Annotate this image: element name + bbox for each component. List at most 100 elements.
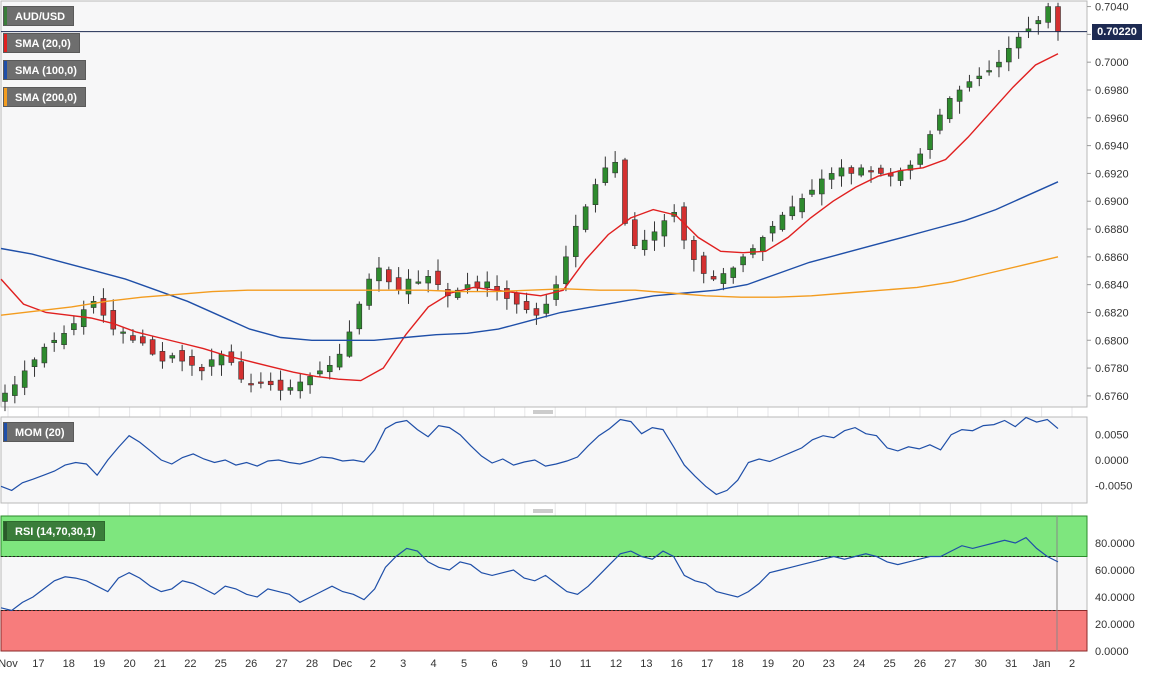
x-tick-label: 20 — [792, 658, 804, 670]
panel-backgrounds — [0, 0, 1088, 652]
x-tick-label: 13 — [640, 658, 652, 670]
candle-body — [110, 310, 117, 330]
x-tick-label: 12 — [610, 658, 622, 670]
rsi-tick-label: 60.0000 — [1095, 565, 1135, 577]
candle-body — [100, 298, 107, 316]
x-tick-label: 2 — [1069, 658, 1075, 670]
candle-body — [169, 355, 176, 359]
candle-body — [582, 206, 589, 230]
price-tick-label: 0.6960 — [1095, 113, 1129, 125]
sma-line-200 — [0, 53, 1059, 382]
x-tick-label: Jan — [1033, 658, 1051, 670]
legend-swatch — [4, 522, 7, 540]
candle-body — [405, 278, 412, 295]
momentum-tick-label: -0.0050 — [1095, 480, 1132, 492]
legend-rsi[interactable]: RSI (14,70,30,1) — [3, 521, 105, 541]
x-tick-label: 31 — [1005, 658, 1017, 670]
rsi-line — [0, 536, 1059, 612]
candle-body — [691, 240, 697, 260]
candle-body — [51, 339, 58, 343]
candle-body — [366, 278, 372, 306]
x-tick-label: 27 — [944, 658, 956, 670]
candle-body — [238, 361, 244, 380]
candle-body — [1055, 6, 1061, 32]
candle-body — [218, 353, 225, 366]
candle-body — [199, 366, 205, 372]
legend-swatch — [4, 34, 7, 52]
candle-body — [208, 359, 215, 367]
legend-sma-20[interactable]: SMA (20,0) — [3, 33, 80, 53]
candle-body — [504, 288, 510, 299]
x-tick-label: 28 — [306, 658, 318, 670]
x-tick-label: 25 — [883, 658, 895, 670]
candle-body — [346, 331, 353, 357]
x-axis-labels: Nov 17 18 19 20 21 22 25 26 27 28 Dec 2 3 4 5 6 9 10 11 12 13… — [0, 658, 1075, 670]
candle-body — [789, 206, 796, 217]
rsi-tick-label: 20.0000 — [1095, 619, 1135, 631]
legend-aud-usd[interactable]: AUD/USD — [3, 6, 75, 26]
legend-swatch — [4, 7, 7, 25]
candle-body — [41, 346, 48, 364]
sma-line-1000 — [0, 181, 1059, 341]
candle-body — [838, 167, 845, 177]
candle-body — [622, 159, 628, 224]
candle-body — [425, 276, 431, 284]
price-tick-label: 0.7040 — [1095, 2, 1129, 14]
candle-body — [759, 237, 766, 252]
candle-body — [730, 267, 737, 278]
legend-swatch — [4, 423, 7, 441]
candle-body — [592, 184, 599, 205]
legend-label: SMA (20,0) — [15, 38, 71, 50]
candle-body — [946, 98, 953, 120]
candle-body — [336, 353, 343, 368]
x-tick-label: 30 — [975, 658, 987, 670]
x-tick-label: Nov — [0, 658, 18, 670]
legend-label: SMA (200,0) — [15, 92, 77, 104]
rsi-oversold-zone — [0, 610, 1088, 652]
x-tick-label: 6 — [491, 658, 497, 670]
legend-label: MOM (20) — [15, 427, 65, 439]
candle-body — [572, 225, 579, 257]
rsi-tick-label: 0.0000 — [1095, 646, 1129, 658]
candle-body — [966, 81, 973, 88]
price-tick-label: 0.6760 — [1095, 391, 1129, 403]
x-tick-label: 23 — [823, 658, 835, 670]
legend-sma-200[interactable]: SMA (200,0) — [3, 87, 86, 107]
candle-body — [317, 370, 323, 375]
candle-body — [956, 89, 963, 102]
candle-body — [149, 339, 156, 355]
rsi-tick-label: 40.0000 — [1095, 592, 1135, 604]
x-tick-label: Dec — [333, 658, 353, 670]
candle-body — [828, 173, 835, 180]
candle-body — [21, 370, 28, 388]
x-tick-label: 4 — [431, 658, 437, 670]
candle-body — [848, 167, 855, 174]
current-price-badge: 0.70220 — [1092, 24, 1142, 40]
x-tick-label: 3 — [400, 658, 406, 670]
candle-body — [12, 384, 18, 396]
candle-body — [248, 383, 254, 386]
candle-body — [937, 114, 943, 131]
candle-body — [395, 277, 402, 291]
candle-body — [651, 231, 658, 241]
candle-body — [326, 364, 333, 373]
candle-body — [356, 303, 363, 330]
candle-body — [71, 323, 77, 330]
candle-body — [602, 167, 609, 183]
candle-body — [907, 164, 914, 171]
x-tick-label: 18 — [731, 658, 743, 670]
price-tick-label: 0.6920 — [1095, 168, 1129, 180]
candle-body — [297, 381, 304, 392]
legend-sma-100[interactable]: SMA (100,0) — [3, 60, 86, 80]
candle-body — [1035, 20, 1042, 25]
candle-body — [1005, 47, 1012, 63]
price-tick-label: 0.6860 — [1095, 252, 1129, 264]
candle-body — [179, 350, 185, 362]
candle-body — [267, 380, 274, 386]
candle-body — [80, 309, 87, 328]
candle-body — [130, 335, 136, 341]
candle-body — [464, 284, 471, 291]
x-tick-label: 22 — [184, 658, 196, 670]
legend-mom[interactable]: MOM (20) — [3, 422, 74, 442]
